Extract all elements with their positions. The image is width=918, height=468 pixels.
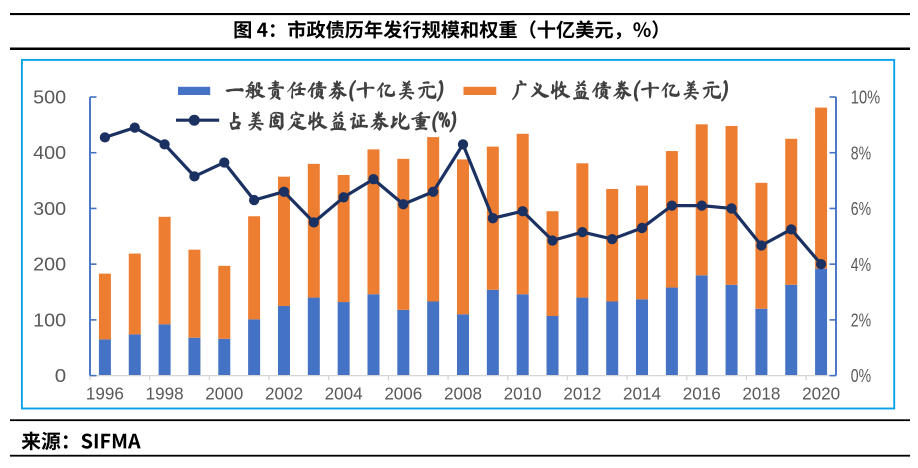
svg-text:8%: 8% — [851, 143, 871, 163]
svg-text:0%: 0% — [851, 366, 871, 386]
svg-text:200: 200 — [33, 255, 66, 275]
svg-text:1996: 1996 — [86, 384, 124, 404]
svg-text:100: 100 — [33, 310, 66, 330]
svg-text:2008: 2008 — [444, 384, 482, 404]
svg-text:500: 500 — [33, 88, 66, 108]
svg-text:2014: 2014 — [623, 384, 661, 404]
svg-text:6%: 6% — [851, 199, 871, 219]
svg-text:2010: 2010 — [504, 384, 542, 404]
svg-text:4%: 4% — [851, 255, 871, 275]
svg-text:2006: 2006 — [384, 384, 422, 404]
svg-text:2000: 2000 — [205, 384, 243, 404]
svg-text:2002: 2002 — [265, 384, 303, 404]
svg-text:2012: 2012 — [563, 384, 601, 404]
svg-text:10%: 10% — [851, 88, 880, 108]
svg-text:2%: 2% — [851, 310, 871, 330]
svg-text:300: 300 — [33, 199, 66, 219]
svg-text:1998: 1998 — [146, 384, 184, 404]
svg-text:2020: 2020 — [802, 384, 840, 404]
svg-text:400: 400 — [33, 143, 66, 163]
svg-text:2016: 2016 — [683, 384, 721, 404]
svg-text:2004: 2004 — [325, 384, 363, 404]
svg-text:0: 0 — [55, 366, 66, 386]
svg-text:2018: 2018 — [742, 384, 780, 404]
